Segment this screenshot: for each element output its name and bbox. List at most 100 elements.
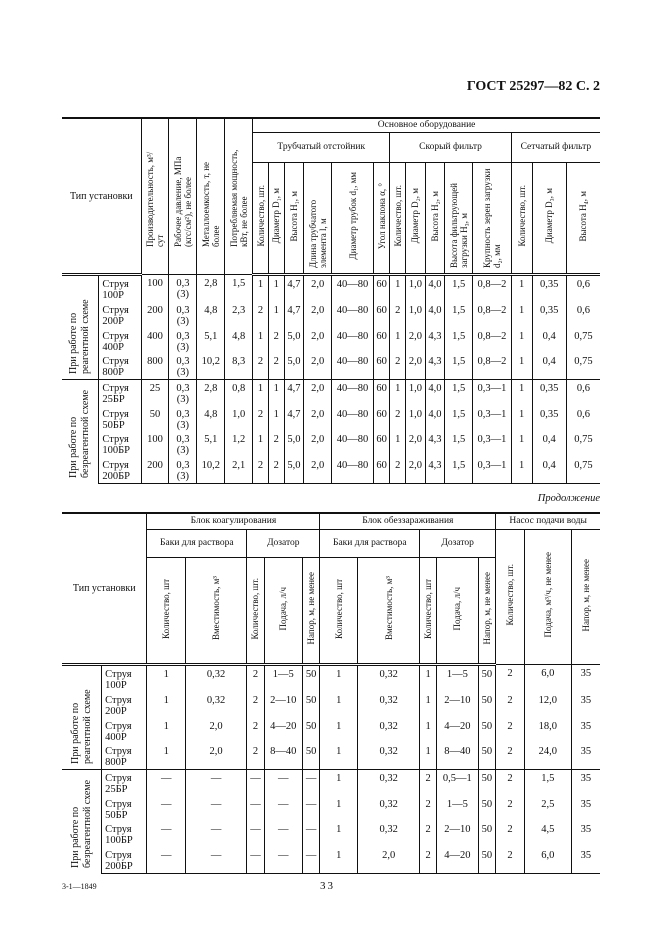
table-cell: —	[146, 795, 187, 822]
table-cell: 1	[419, 743, 438, 771]
table-cell: —	[263, 821, 303, 847]
table-cell: 40—80	[331, 273, 374, 302]
table-cell: 4,3	[424, 353, 446, 381]
table-cell: 0,35	[531, 301, 567, 328]
table-cell: 5,0	[283, 456, 305, 484]
table-cell: 0,32	[357, 717, 421, 744]
table-cell: 25	[140, 378, 170, 406]
type-header: Тип установки	[62, 511, 148, 666]
table-cell: 0,3—1	[472, 456, 512, 484]
type-header: Тип установки	[62, 117, 142, 276]
table-row: При работе по безреагентной схеме Струя 2…	[62, 768, 600, 873]
column-header-text: Производительность, м³/сут	[145, 151, 166, 247]
table-cell: 1,5	[444, 301, 474, 328]
table-cell: 0,3 (3)	[168, 353, 198, 381]
table-row: При работе по реагентной схеме Струя 100Р…	[62, 663, 600, 770]
table-cell: 5,1	[196, 327, 226, 354]
table-cell: 4,3	[424, 456, 446, 484]
table-cell: 0,3 (3)	[168, 456, 198, 484]
table-cell: 1	[510, 353, 533, 381]
table-row: Струя 800Р 1 2,0 2 8—40 50 1 0,32 1 8—40 50 2 24,0 35	[62, 743, 600, 771]
table-cell: 0,32	[357, 768, 421, 796]
table-cell: 5,0	[283, 353, 305, 381]
table-cell: 50	[301, 663, 321, 692]
table-cell: 2	[419, 846, 438, 874]
table-cell: —	[301, 768, 321, 796]
table-cell: 60	[372, 327, 391, 354]
column-header-text: Вместимость, м³	[383, 576, 394, 641]
table-cell: 40—80	[331, 431, 374, 457]
table-cell: —	[185, 846, 248, 874]
column-header: Подача, л/ч	[436, 557, 479, 666]
table-cell: 2	[389, 301, 407, 328]
table-cell: 1	[389, 378, 407, 406]
column-header: Количество, шт.	[389, 162, 407, 276]
table-cell: 1	[319, 743, 359, 771]
continuation-label: Продолжение	[537, 492, 600, 504]
table-cell: 1	[510, 431, 533, 457]
table-cell: 0,6	[565, 273, 600, 302]
table-row: Струя 100БР — — — — —1 0,32 2 2—10 50 2 4,5 35	[62, 821, 600, 847]
table-cell: 1,5	[444, 456, 474, 484]
table-cell: 2	[389, 353, 407, 381]
table-cell: —	[185, 768, 248, 796]
column-header: Высота H₂, м	[424, 162, 446, 276]
table-cell: 2	[246, 691, 265, 718]
table-cell: 60	[372, 456, 391, 484]
installation-type: Струя 200БР	[101, 846, 148, 874]
table-cell: 2	[495, 795, 525, 822]
column-header-text: Подача, м³/ч, не менее	[542, 552, 553, 638]
table-cell: 2	[246, 717, 265, 744]
table-cell: 2	[246, 743, 265, 771]
header-row: Тип установки Производительность, м³/сут Р…	[62, 117, 600, 276]
table-row: Струя 200Р 1 0,32 2 2—10 50 1 0,32 1 2—10 50 2 12,0 3…	[62, 691, 600, 718]
table-cell: —	[263, 768, 303, 796]
table-cell: 2	[252, 301, 269, 328]
installation-type: Струя 50БР	[98, 405, 142, 432]
table-cell: 60	[372, 273, 391, 302]
table-cell: —	[301, 821, 321, 847]
table-cell: 0,32	[357, 795, 421, 822]
table-cell: 50	[477, 663, 497, 692]
table-cell: 2	[495, 691, 525, 718]
table-cell: 2	[495, 743, 525, 771]
table-cell: 18,0	[523, 717, 572, 744]
table-cell: 1,0	[405, 405, 426, 432]
table-cell: 1	[319, 717, 359, 744]
table-cell: 2	[252, 405, 269, 432]
table-cell: —	[263, 846, 303, 874]
table-cell: 50	[301, 691, 321, 718]
table-cell: 2	[389, 456, 407, 484]
table-cell: 0,35	[531, 273, 567, 302]
table-cell: 0,6	[565, 405, 600, 432]
table-cell: 0,75	[565, 327, 600, 354]
table-cell: 4,5	[523, 821, 572, 847]
table-cell: 0,32	[357, 821, 421, 847]
table-cell: 0,75	[565, 456, 600, 484]
table-cell: 1	[510, 301, 533, 328]
table-cell: 4,0	[424, 301, 446, 328]
table-cell: 0,8—2	[472, 353, 512, 381]
column-header-text: Высота H₁, м	[288, 190, 299, 242]
column-header-text: Диаметр трубок d₁, мм	[347, 172, 358, 260]
table-cell: 2,8	[196, 378, 226, 406]
table-cell: 2	[495, 821, 525, 847]
column-header: Напор, м, не менее	[301, 557, 321, 666]
installation-type: Струя 100БР	[98, 431, 142, 457]
table-cell: 35	[570, 846, 600, 874]
column-header: Высота H₄, м	[565, 162, 600, 276]
table-cell: 0,3 (3)	[168, 405, 198, 432]
table-cell: 1,5	[444, 431, 474, 457]
table-cell: 2	[246, 663, 265, 692]
table-cell: 400	[140, 327, 170, 354]
pump-header: Насос подачи воды	[495, 511, 600, 530]
table-cell: 2	[495, 717, 525, 744]
table-cell: 4—20	[263, 717, 303, 744]
column-header: Количество, шт	[319, 557, 359, 666]
table-cell: 0,3 (3)	[168, 301, 198, 328]
table-cell: 100	[140, 431, 170, 457]
subgroup-header: Скорый фильтр	[389, 132, 512, 163]
table-cell: 2,0	[303, 378, 333, 406]
table-cell: 8,3	[224, 353, 254, 381]
block-header: Блок обеззараживания	[319, 511, 497, 530]
